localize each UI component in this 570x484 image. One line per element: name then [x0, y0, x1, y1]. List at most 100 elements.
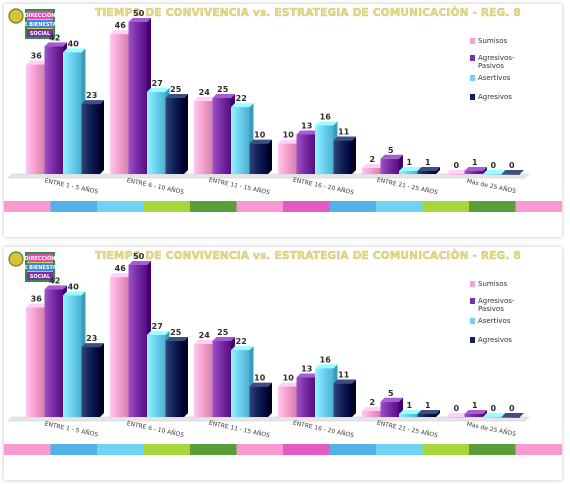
legend-swatch [470, 55, 475, 61]
legend-label: Asertivos [478, 74, 511, 82]
data-label: 22 [236, 94, 247, 103]
data-label: 0 [453, 161, 459, 170]
chart-1: DIRECCIÓN DE BIENESTAR SOCIAL TIEMPO DE CON… [4, 6, 562, 212]
legend-label: Pasivos [478, 62, 504, 70]
data-label: 1 [472, 158, 478, 167]
data-label: 25 [217, 328, 229, 337]
data-label: 25 [217, 85, 229, 94]
legend-label: Agresivos [478, 93, 512, 101]
data-label: 0 [490, 404, 496, 413]
legend-swatch [470, 75, 475, 81]
data-label: 42 [49, 276, 60, 285]
legend-label: Pasivos [478, 305, 504, 313]
data-label: 0 [509, 404, 515, 413]
bar-agresivos-1 [165, 337, 188, 417]
bar-agresivos-5 [501, 170, 524, 175]
legend-swatch [470, 94, 475, 100]
data-label: 24 [199, 331, 211, 340]
data-label: 2 [369, 155, 375, 164]
logo-seal-icon [8, 251, 24, 267]
data-label: 23 [86, 334, 97, 343]
data-label: 50 [133, 9, 145, 18]
data-label: 25 [170, 85, 182, 94]
data-label: 10 [283, 131, 295, 140]
legend: Sumisos Agresivos-Pasivos Asertivos Agresiv… [470, 280, 515, 344]
bar-sumisos-5 [446, 170, 469, 175]
legend-label: Agresivos [478, 336, 512, 344]
plot-floor [7, 173, 530, 179]
data-label: 1 [425, 401, 431, 410]
x-tick-label: ENTRE 1 - 5 AÑOS [44, 177, 99, 195]
data-label: 40 [68, 39, 80, 48]
bar-agresivos-3 [333, 136, 356, 174]
legend-swatch [470, 337, 475, 343]
bar-agresivos-4 [417, 409, 440, 417]
plot-floor [7, 416, 530, 422]
logo-text: DE BIENESTAR [20, 22, 60, 28]
data-label: 27 [152, 79, 163, 88]
chart-2: DIRECCIÓN DE BIENESTAR SOCIAL TIEMPO DE CON… [4, 249, 562, 455]
x-tick-label: ENTRE 16 - 20 AÑOS [292, 420, 354, 440]
data-label: 10 [254, 374, 266, 383]
data-label: 13 [301, 364, 312, 373]
chart-title: TIEMPO DE CONVIVENCIA vs. ESTRATEGIA DE … [95, 6, 521, 19]
legend-swatch [470, 281, 475, 287]
data-label: 5 [388, 146, 394, 155]
data-label: 0 [453, 404, 459, 413]
chart-panel-1: DIRECCIÓN DE BIENESTAR SOCIAL TIEMPO DE CON… [4, 4, 562, 237]
legend-swatch [470, 298, 475, 304]
bar-agresivos-2 [249, 139, 272, 174]
data-label: 24 [199, 88, 211, 97]
bar-agresivos-4 [417, 166, 440, 174]
data-label: 27 [152, 322, 163, 331]
data-label: 46 [115, 21, 127, 30]
data-label: 10 [283, 374, 295, 383]
bar-asertivos-2 [231, 103, 254, 174]
x-tick-label: ENTRE 6 - 10 AÑOS [126, 420, 185, 439]
legend-swatch [470, 318, 475, 324]
legend-label: Sumisos [478, 280, 508, 288]
bar-agresivos-3 [333, 379, 356, 417]
bar-agresivos-0 [81, 343, 104, 417]
x-tick-label: Màs de 25 AÑOS [466, 421, 517, 438]
data-label: 5 [388, 389, 394, 398]
logo-block: DIRECCIÓN DE BIENESTAR SOCIAL [8, 8, 60, 39]
bar-asertivos-5 [483, 170, 506, 175]
bottom-color-strip [4, 201, 562, 212]
data-label: 23 [86, 91, 97, 100]
bar-agresivos-1 [165, 94, 188, 174]
data-label: 2 [369, 398, 375, 407]
data-label: 22 [236, 337, 247, 346]
chart-title: TIEMPO DE CONVIVENCIA vs. ESTRATEGIA DE … [95, 249, 521, 262]
legend-label: Agresivos- [478, 54, 515, 62]
legend: Sumisos Agresivos-Pasivos Asertivos Agresiv… [470, 37, 515, 101]
logo-seal-icon [8, 8, 24, 24]
x-tick-label: ENTRE 21 - 25 AÑOS [376, 420, 438, 440]
x-tick-label: ENTRE 21 - 25 AÑOS [376, 177, 438, 197]
data-label: 50 [133, 252, 145, 261]
bar-agresivos-pasivos-5 [464, 409, 487, 417]
x-tick-label: ENTRE 6 - 10 AÑOS [126, 177, 185, 196]
legend-label: Agresivos- [478, 297, 515, 305]
bar-asertivos-5 [483, 413, 506, 418]
bar-agresivos-0 [81, 100, 104, 174]
bar-agresivos-pasivos-5 [464, 166, 487, 174]
data-label: 11 [338, 128, 350, 137]
legend-label: Sumisos [478, 37, 508, 45]
chart-panel-2: DIRECCIÓN DE BIENESTAR SOCIAL TIEMPO DE CON… [4, 247, 562, 480]
data-label: 40 [68, 282, 80, 291]
logo-text: SOCIAL [30, 31, 51, 37]
logo-text: SOCIAL [30, 274, 51, 280]
data-label: 46 [115, 264, 127, 273]
data-label: 42 [49, 33, 60, 42]
bar-agresivos-2 [249, 382, 272, 417]
data-label: 16 [320, 355, 332, 364]
data-label: 13 [301, 121, 312, 130]
bar-agresivos-5 [501, 413, 524, 418]
data-label: 36 [31, 295, 43, 304]
logo-block: DIRECCIÓN DE BIENESTAR SOCIAL [8, 251, 60, 282]
data-label: 1 [406, 158, 412, 167]
data-label: 0 [490, 161, 496, 170]
logo-text: DIRECCIÓN [25, 255, 56, 262]
